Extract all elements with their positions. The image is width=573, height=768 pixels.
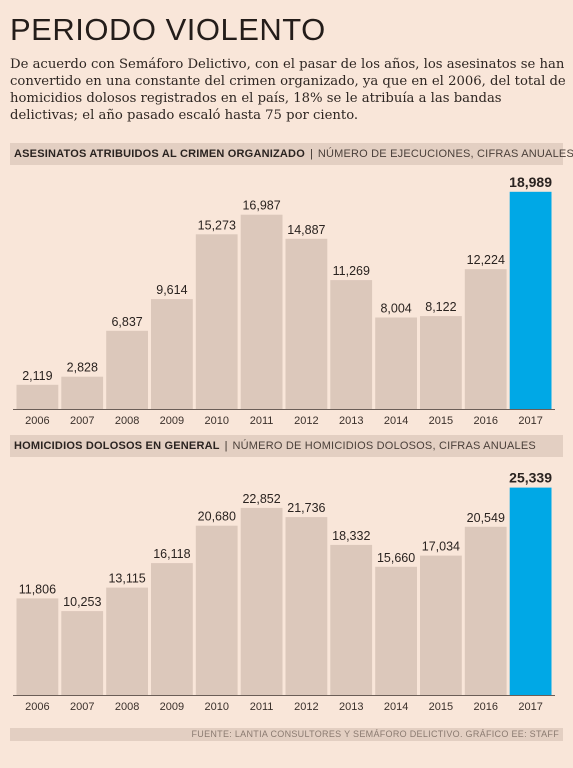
data-label-2013: 11,269	[333, 264, 370, 278]
bar-2006	[16, 384, 59, 409]
x-tick-2015: 2015	[429, 701, 453, 713]
bar-2007	[61, 611, 104, 695]
data-label-2014: 15,660	[377, 551, 415, 565]
x-tick-2007: 2007	[70, 701, 94, 713]
x-tick-2010: 2010	[205, 701, 229, 713]
x-tick-2017: 2017	[518, 415, 542, 427]
bar-2016	[464, 526, 507, 695]
bar-2011	[240, 507, 283, 695]
page-title: PERIODO VIOLENTO	[10, 12, 326, 47]
x-tick-2006: 2006	[25, 415, 49, 427]
bar-2014	[375, 317, 417, 409]
bar-2008	[106, 330, 148, 409]
data-label-2008: 6,837	[111, 315, 142, 329]
data-label-2017: 18,989	[509, 174, 552, 190]
x-tick-2014: 2014	[384, 701, 408, 713]
data-label-2007: 10,253	[63, 595, 101, 609]
data-label-2006: 2,119	[22, 369, 52, 383]
x-tick-2012: 2012	[294, 701, 318, 713]
section-header-organized-crime: ASESINATOS ATRIBUIDOS AL CRIMEN ORGANIZA…	[10, 143, 573, 165]
x-tick-2016: 2016	[474, 415, 498, 427]
x-tick-2014: 2014	[384, 415, 408, 427]
bar-2007	[61, 376, 104, 409]
section-subtitle: NÚMERO DE HOMICIDIOS DOLOSOS, CIFRAS ANU…	[232, 440, 536, 452]
data-label-2015: 8,122	[425, 300, 456, 314]
x-tick-2010: 2010	[205, 415, 229, 427]
bar-2006	[16, 598, 59, 695]
bar-2017	[509, 191, 552, 409]
section-separator: |	[224, 440, 228, 452]
data-label-2011: 22,852	[242, 492, 280, 506]
section-separator: |	[309, 148, 313, 160]
bar-2011	[240, 214, 283, 409]
data-label-2011: 16,987	[242, 199, 280, 213]
bar-2015	[420, 555, 462, 695]
source-footer: FUENTE: LANTIA CONSULTORES Y SEMÁFORO DE…	[10, 728, 563, 741]
x-tick-2008: 2008	[115, 701, 139, 713]
section-title: HOMICIDIOS DOLOSOS EN GENERAL	[14, 440, 220, 452]
data-label-2012: 14,887	[287, 223, 325, 237]
x-tick-2016: 2016	[474, 701, 498, 713]
section-title: ASESINATOS ATRIBUIDOS AL CRIMEN ORGANIZA…	[14, 148, 305, 160]
data-label-2012: 21,736	[287, 501, 325, 515]
x-tick-2011: 2011	[250, 415, 274, 427]
data-label-2015: 17,034	[422, 540, 460, 554]
intro-paragraph: De acuerdo con Semáforo Delictivo, con e…	[10, 57, 566, 123]
x-tick-2013: 2013	[339, 415, 363, 427]
x-tick-2007: 2007	[70, 415, 94, 427]
data-label-2014: 8,004	[380, 302, 411, 316]
bar-2013	[330, 280, 373, 409]
data-label-2009: 9,614	[156, 283, 187, 297]
bar-2016	[464, 269, 507, 409]
data-label-2016: 12,224	[467, 253, 505, 267]
data-label-2013: 18,332	[332, 529, 370, 543]
bar-2010	[195, 525, 238, 695]
x-tick-2009: 2009	[160, 415, 184, 427]
bar-2014	[375, 566, 417, 695]
bar-2015	[420, 316, 462, 409]
x-tick-2011: 2011	[250, 701, 274, 713]
section-subtitle: NÚMERO DE EJECUCIONES, CIFRAS ANUALES	[317, 148, 573, 160]
bar-2012	[285, 517, 328, 695]
bar-2009	[151, 563, 193, 695]
data-label-2006: 11,806	[19, 582, 56, 596]
bar-2013	[330, 544, 373, 695]
data-label-2010: 15,273	[198, 218, 236, 232]
source-text: FUENTE: LANTIA CONSULTORES Y SEMÁFORO DE…	[191, 729, 559, 739]
bar-2009	[151, 299, 193, 409]
x-tick-2012: 2012	[294, 415, 318, 427]
x-tick-2009: 2009	[160, 701, 184, 713]
bar-2008	[106, 587, 148, 695]
x-tick-2013: 2013	[339, 701, 363, 713]
x-tick-2017: 2017	[518, 701, 542, 713]
bar-2017	[509, 487, 552, 695]
bar-2012	[285, 238, 328, 409]
x-tick-2006: 2006	[25, 701, 49, 713]
x-tick-2015: 2015	[429, 415, 453, 427]
data-label-2007: 2,828	[67, 361, 98, 375]
data-label-2008: 13,115	[108, 572, 145, 586]
data-label-2010: 20,680	[198, 510, 236, 524]
data-label-2009: 16,118	[153, 547, 190, 561]
data-label-2017: 25,339	[509, 470, 552, 486]
bar-2010	[195, 234, 238, 409]
section-header-homicides: HOMICIDIOS DOLOSOS EN GENERAL | NÚMERO D…	[10, 435, 563, 457]
x-tick-2008: 2008	[115, 415, 139, 427]
data-label-2016: 20,549	[467, 511, 505, 525]
